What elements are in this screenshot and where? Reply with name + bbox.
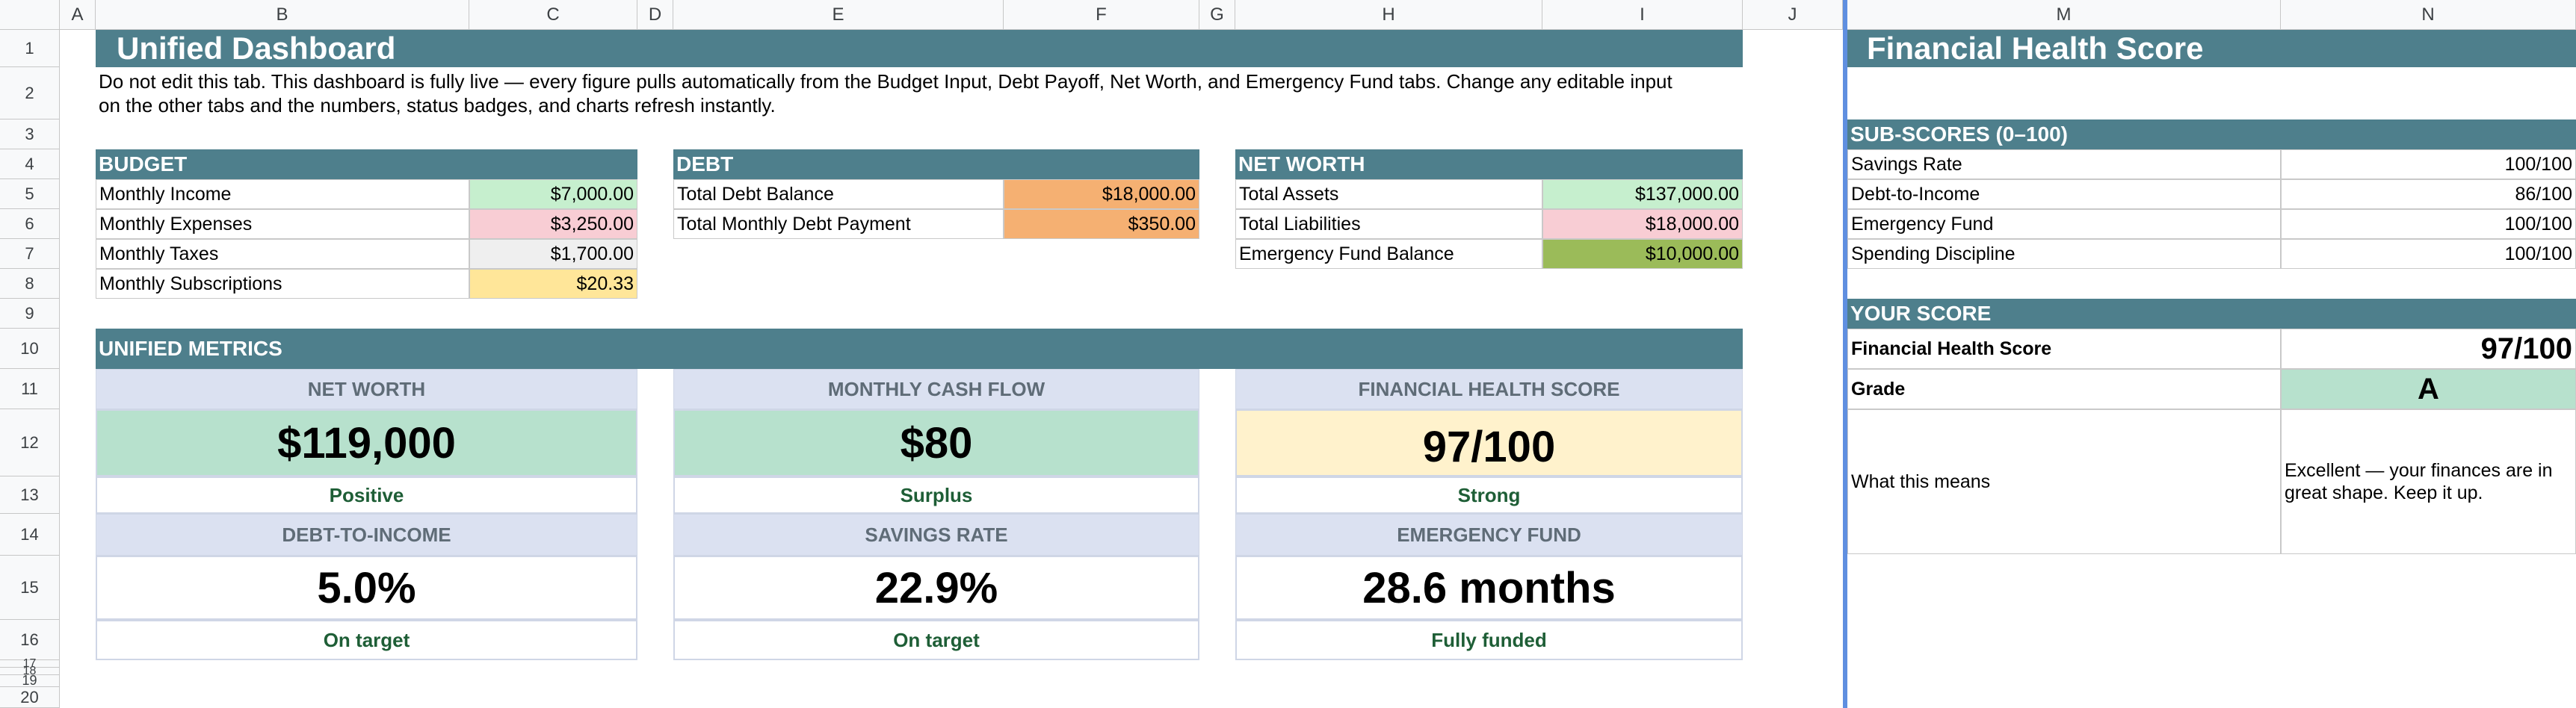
score-value[interactable]: 97/100 xyxy=(2281,329,2576,369)
metric-emergency-status[interactable]: Fully funded xyxy=(1235,620,1743,660)
metric-cash-flow-label[interactable]: MONTHLY CASH FLOW xyxy=(673,369,1199,409)
debt-value-total-balance[interactable]: $18,000.00 xyxy=(1004,179,1199,209)
row-header-5[interactable]: 5 xyxy=(0,179,60,209)
budget-label-monthly-subscriptions[interactable]: Monthly Subscriptions xyxy=(96,269,469,299)
subscores-header[interactable]: SUB-SCORES (0–100) xyxy=(1847,119,2576,149)
networth-value-total-liabilities[interactable]: $18,000.00 xyxy=(1542,209,1743,239)
row-header-11[interactable]: 11 xyxy=(0,369,60,409)
score-label[interactable]: Financial Health Score xyxy=(1847,329,2281,369)
row-header-18[interactable]: 18 xyxy=(0,665,60,677)
debt-label-monthly-payment[interactable]: Total Monthly Debt Payment xyxy=(673,209,1004,239)
metric-net-worth-status[interactable]: Positive xyxy=(96,476,637,514)
debt-header[interactable]: DEBT xyxy=(673,149,1199,179)
metric-dti-label[interactable]: DEBT-TO-INCOME xyxy=(96,514,637,556)
score-panel-title[interactable]: Financial Health Score xyxy=(1847,30,2576,67)
column-header-m[interactable]: M xyxy=(1847,0,2281,30)
metric-health-score-label[interactable]: FINANCIAL HEALTH SCORE xyxy=(1235,369,1743,409)
column-header-n[interactable]: N xyxy=(2281,0,2576,30)
row-header-9[interactable]: 9 xyxy=(0,299,60,329)
metric-health-score-status[interactable]: Strong xyxy=(1235,476,1743,514)
metric-savings-label[interactable]: SAVINGS RATE xyxy=(673,514,1199,556)
budget-label-monthly-income[interactable]: Monthly Income xyxy=(96,179,469,209)
budget-label-monthly-expenses[interactable]: Monthly Expenses xyxy=(96,209,469,239)
row-header-8[interactable]: 8 xyxy=(0,269,60,299)
debt-value-monthly-payment[interactable]: $350.00 xyxy=(1004,209,1199,239)
dashboard-note-line-2[interactable]: on the other tabs and the numbers, statu… xyxy=(99,94,776,117)
row-header-6[interactable]: 6 xyxy=(0,209,60,239)
dashboard-note-line-1[interactable]: Do not edit this tab. This dashboard is … xyxy=(99,70,1672,93)
networth-label-total-liabilities[interactable]: Total Liabilities xyxy=(1235,209,1542,239)
networth-value-total-assets[interactable]: $137,000.00 xyxy=(1542,179,1743,209)
metric-cash-flow-value[interactable]: $80 xyxy=(673,409,1199,476)
metric-net-worth-label[interactable]: NET WORTH xyxy=(96,369,637,409)
row-header-14[interactable]: 14 xyxy=(0,514,60,556)
metric-net-worth-value[interactable]: $119,000 xyxy=(96,409,637,476)
column-header-g[interactable]: G xyxy=(1199,0,1235,30)
row-header-12[interactable]: 12 xyxy=(0,409,60,476)
row-header-1[interactable]: 1 xyxy=(0,30,60,67)
row-header-17[interactable]: 17 xyxy=(0,657,60,670)
networth-label-emergency-fund[interactable]: Emergency Fund Balance xyxy=(1235,239,1542,269)
metric-dti-value[interactable]: 5.0% xyxy=(96,556,637,620)
budget-value-monthly-income[interactable]: $7,000.00 xyxy=(469,179,637,209)
column-header-a[interactable]: A xyxy=(60,0,96,30)
column-header-h[interactable]: H xyxy=(1235,0,1542,30)
budget-value-monthly-taxes[interactable]: $1,700.00 xyxy=(469,239,637,269)
budget-label-monthly-taxes[interactable]: Monthly Taxes xyxy=(96,239,469,269)
your-score-header[interactable]: YOUR SCORE xyxy=(1847,299,2576,329)
row-header-19[interactable]: 19 xyxy=(0,673,60,688)
column-header-c[interactable]: C xyxy=(469,0,637,30)
networth-label-total-assets[interactable]: Total Assets xyxy=(1235,179,1542,209)
subscore-label-emergency-fund[interactable]: Emergency Fund xyxy=(1847,209,2281,239)
column-header-e[interactable]: E xyxy=(673,0,1004,30)
column-header-i[interactable]: I xyxy=(1542,0,1743,30)
budget-value-monthly-subscriptions[interactable]: $20.33 xyxy=(469,269,637,299)
row-header-16[interactable]: 16 xyxy=(0,620,60,660)
unified-metrics-header[interactable]: UNIFIED METRICS xyxy=(96,329,1743,369)
column-header-f[interactable]: F xyxy=(1004,0,1199,30)
row-header-2[interactable]: 2 xyxy=(0,67,60,119)
row-header-20[interactable]: 20 xyxy=(0,687,60,708)
corner-select-all[interactable] xyxy=(0,0,60,30)
column-header-j[interactable]: J xyxy=(1743,0,1843,30)
debt-label-total-balance[interactable]: Total Debt Balance xyxy=(673,179,1004,209)
metric-emergency-value[interactable]: 28.6 months xyxy=(1235,556,1743,620)
row-header-7[interactable]: 7 xyxy=(0,239,60,269)
row-header-15[interactable]: 15 xyxy=(0,556,60,620)
grade-label[interactable]: Grade xyxy=(1847,369,2281,409)
networth-value-emergency-fund[interactable]: $10,000.00 xyxy=(1542,239,1743,269)
metric-cash-flow-status[interactable]: Surplus xyxy=(673,476,1199,514)
subscore-label-savings-rate[interactable]: Savings Rate xyxy=(1847,149,2281,179)
budget-header[interactable]: BUDGET xyxy=(96,149,637,179)
meaning-label[interactable]: What this means xyxy=(1847,409,2281,554)
row-header-4[interactable]: 4 xyxy=(0,149,60,179)
networth-header[interactable]: NET WORTH xyxy=(1235,149,1743,179)
subscore-value-debt-to-income[interactable]: 86/100 xyxy=(2281,179,2576,209)
column-header-b[interactable]: B xyxy=(96,0,469,30)
meaning-text[interactable]: Excellent — your finances are in great s… xyxy=(2281,409,2576,554)
subscore-value-spending-discipline[interactable]: 100/100 xyxy=(2281,239,2576,269)
budget-value-monthly-expenses[interactable]: $3,250.00 xyxy=(469,209,637,239)
frozen-column-divider[interactable] xyxy=(1843,0,1847,708)
row-header-13[interactable]: 13 xyxy=(0,476,60,514)
metric-dti-status[interactable]: On target xyxy=(96,620,637,660)
subscore-value-emergency-fund[interactable]: 100/100 xyxy=(2281,209,2576,239)
subscore-label-spending-discipline[interactable]: Spending Discipline xyxy=(1847,239,2281,269)
column-header-d[interactable]: D xyxy=(637,0,673,30)
subscore-value-savings-rate[interactable]: 100/100 xyxy=(2281,149,2576,179)
metric-savings-value[interactable]: 22.9% xyxy=(673,556,1199,620)
subscore-label-debt-to-income[interactable]: Debt-to-Income xyxy=(1847,179,2281,209)
row-header-10[interactable]: 10 xyxy=(0,329,60,369)
row-header-3[interactable]: 3 xyxy=(0,119,60,149)
metric-emergency-label[interactable]: EMERGENCY FUND xyxy=(1235,514,1743,556)
grade-value[interactable]: A xyxy=(2281,369,2576,409)
metric-savings-status[interactable]: On target xyxy=(673,620,1199,660)
metric-health-score-value[interactable]: 97/100 xyxy=(1235,409,1743,476)
dashboard-title[interactable]: Unified Dashboard xyxy=(96,30,1743,67)
